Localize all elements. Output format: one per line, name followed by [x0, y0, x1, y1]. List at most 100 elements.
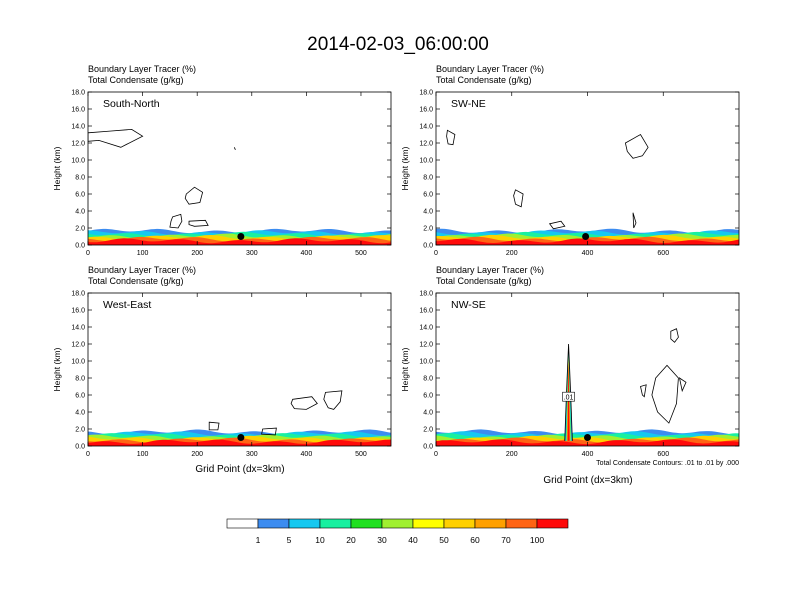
x-tick-label: 0 — [434, 250, 438, 257]
y-tick-label: 14.0 — [419, 124, 433, 131]
y-tick-label: 6.0 — [423, 393, 433, 400]
y-tick-label: 12.0 — [419, 342, 433, 349]
section-label: West-East — [103, 299, 151, 311]
condensate-contour — [624, 133, 649, 159]
y-tick-label: 8.0 — [75, 175, 85, 182]
colorbar-swatch — [319, 518, 352, 529]
colorbar-swatch — [288, 518, 321, 529]
colorbar-label: 1 — [256, 535, 261, 545]
y-tick-label: 8.0 — [75, 376, 85, 383]
y-tick-label: 8.0 — [423, 376, 433, 383]
y-tick-label: 6.0 — [75, 192, 85, 199]
condensate-contour — [640, 384, 647, 398]
condensate-contour — [670, 328, 679, 343]
colorbar-label: 30 — [377, 535, 387, 545]
y-tick-label: 2.0 — [423, 427, 433, 434]
y-tick-label: 10.0 — [419, 359, 433, 366]
tracer-band — [88, 238, 391, 245]
condensate-contour — [188, 219, 209, 227]
panel-header-condensate: Total Condensate (g/kg) — [88, 75, 184, 85]
condensate-contour — [632, 212, 637, 229]
y-tick-label: 18.0 — [419, 291, 433, 298]
y-tick-label: 2.0 — [75, 427, 85, 434]
x-axis-label: Grid Point (dx=3km) — [195, 464, 284, 475]
panel-header-tracer: Boundary Layer Tracer (%) — [88, 64, 196, 74]
x-tick-label: 500 — [355, 451, 367, 458]
y-tick-label: 10.0 — [419, 158, 433, 165]
condensate-contour — [233, 147, 236, 150]
figure-title: 2014-02-03_06:00:00 — [307, 34, 489, 55]
y-axis-label: Height (km) — [52, 146, 62, 190]
y-tick-label: 0.0 — [423, 444, 433, 451]
y-tick-label: 2.0 — [75, 226, 85, 233]
condensate-contour — [208, 421, 220, 431]
y-axis-label: Height (km) — [400, 347, 410, 391]
condensate-contour — [88, 128, 144, 148]
condensate-contour — [678, 377, 687, 393]
plot-area — [88, 128, 391, 245]
location-marker — [584, 434, 591, 441]
x-axis-label: Grid Point (dx=3km) — [543, 475, 632, 486]
panel-header-condensate: Total Condensate (g/kg) — [436, 75, 532, 85]
colorbar-label: 60 — [470, 535, 480, 545]
tracer-band — [88, 439, 391, 446]
y-tick-label: 14.0 — [71, 124, 85, 131]
condensate-contour — [184, 186, 204, 205]
x-tick-label: 600 — [657, 451, 669, 458]
colorbar-swatch — [412, 518, 445, 529]
x-tick-label: 200 — [506, 250, 518, 257]
colorbar-swatch — [505, 518, 538, 529]
panel-frame — [435, 292, 740, 447]
condensate-contour — [323, 390, 343, 410]
x-tick-label: 0 — [86, 451, 90, 458]
x-tick-label: 100 — [137, 451, 149, 458]
y-tick-label: 2.0 — [423, 226, 433, 233]
y-tick-label: 0.0 — [75, 444, 85, 451]
y-axis-label: Height (km) — [52, 347, 62, 391]
colorbar-swatch — [536, 518, 569, 529]
panel-header-tracer: Boundary Layer Tracer (%) — [88, 265, 196, 275]
colorbar-swatch — [350, 518, 383, 529]
x-tick-label: 400 — [301, 451, 313, 458]
condensate-contour — [513, 189, 524, 208]
y-tick-label: 4.0 — [423, 209, 433, 216]
y-tick-label: 14.0 — [71, 325, 85, 332]
colorbar-swatch — [443, 518, 476, 529]
y-tick-label: 16.0 — [71, 308, 85, 315]
y-tick-label: 12.0 — [419, 141, 433, 148]
plume-contour — [564, 343, 573, 441]
y-tick-label: 4.0 — [75, 209, 85, 216]
y-tick-label: 16.0 — [419, 107, 433, 114]
condensate-contour — [651, 364, 679, 424]
colorbar-label: 20 — [346, 535, 356, 545]
panels: Boundary Layer Tracer (%)Total Condensat… — [52, 64, 740, 486]
plot-area: .01 — [436, 328, 739, 446]
location-marker — [582, 233, 590, 240]
y-tick-label: 10.0 — [71, 158, 85, 165]
panel-sw-ne: Boundary Layer Tracer (%)Total Condensat… — [400, 64, 740, 257]
x-tick-label: 600 — [657, 250, 669, 257]
y-tick-label: 6.0 — [423, 192, 433, 199]
contour-footnote: Total Condensate Contours: .01 to .01 by… — [596, 460, 739, 467]
x-tick-label: 100 — [137, 250, 149, 257]
panel-nw-se: Boundary Layer Tracer (%)Total Condensat… — [400, 265, 740, 467]
condensate-contour — [169, 213, 183, 229]
y-tick-label: 18.0 — [419, 90, 433, 97]
section-label: SW-NE — [451, 98, 486, 110]
colorbar-label: 40 — [408, 535, 418, 545]
x-tick-label: 400 — [582, 451, 594, 458]
y-tick-label: 12.0 — [71, 342, 85, 349]
panel-frame — [87, 292, 392, 447]
y-tick-label: 10.0 — [71, 359, 85, 366]
x-tick-label: 300 — [246, 451, 258, 458]
x-tick-label: 200 — [506, 451, 518, 458]
y-tick-label: 0.0 — [423, 243, 433, 250]
colorbar: 1 5 10 20 30 40 50 60 70 100 — [226, 518, 569, 545]
condensate-contour — [261, 427, 277, 436]
panel-west-east: Boundary Layer Tracer (%)Total Condensat… — [52, 265, 392, 458]
panel-header-condensate: Total Condensate (g/kg) — [88, 276, 184, 286]
x-tick-label: 0 — [434, 451, 438, 458]
location-marker — [237, 434, 245, 441]
x-tick-label: 300 — [246, 250, 258, 257]
colorbar-swatch — [257, 518, 290, 529]
